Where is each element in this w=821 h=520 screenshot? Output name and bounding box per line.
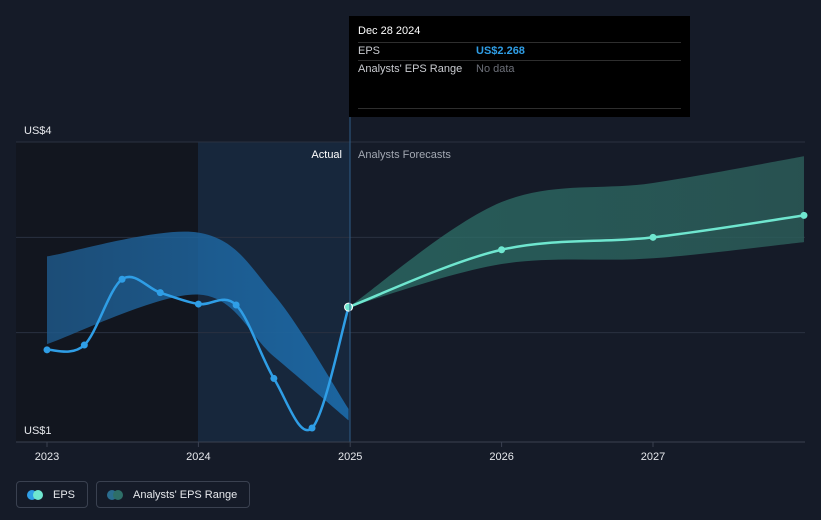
x-tick-label-0: 2023 [35, 451, 59, 463]
series-0-point-0 [43, 346, 51, 354]
hover-tooltip: Dec 28 2024 EPS US$2.268 Analysts' EPS R… [349, 16, 690, 117]
tooltip-eps-key: EPS [358, 45, 381, 57]
legend-item-eps-range[interactable]: Analysts' EPS Range [96, 481, 251, 508]
legend-eps-range-label: Analysts' EPS Range [133, 488, 238, 501]
series-0-point-7 [308, 424, 316, 432]
x-tick-label-2: 2025 [338, 451, 362, 463]
eps-legend-icon [27, 489, 45, 500]
tooltip-row-eps: EPS US$2.268 [358, 42, 681, 60]
series-0-point-6 [270, 374, 278, 382]
tooltip-range-value: No data [476, 63, 515, 75]
tooltip-range-key: Analysts' EPS Range [358, 63, 463, 75]
series-1-point-2 [649, 233, 657, 241]
legend-item-eps[interactable]: EPS [16, 481, 89, 508]
series-0-point-4 [194, 300, 202, 308]
series-1-point-3 [800, 211, 808, 219]
tooltip-date: Dec 28 2024 [358, 25, 421, 37]
forecast-region-label: Analysts Forecasts [358, 149, 451, 161]
actual-region-label: Actual [311, 149, 342, 161]
x-tick-label-1: 2024 [186, 451, 210, 463]
series-0-point-2 [118, 275, 126, 283]
series-0-point-3 [156, 289, 164, 297]
tooltip-eps-value: US$2.268 [476, 45, 525, 57]
tooltip-row-range: Analysts' EPS Range No data [358, 60, 681, 78]
series-0-point-1 [80, 341, 88, 349]
tooltip-divider [358, 108, 681, 109]
forecast-eps-range-band [348, 156, 804, 308]
series-1-point-1 [498, 246, 506, 254]
eps-range-legend-icon [107, 489, 125, 500]
series-0-point-8 [344, 302, 354, 312]
chart-legend: EPS Analysts' EPS Range [16, 481, 251, 508]
x-tick-label-4: 2027 [641, 451, 665, 463]
x-tick-label-3: 2026 [489, 451, 513, 463]
y-axis-min-label: US$1 [24, 425, 52, 437]
y-axis-max-label: US$4 [24, 125, 52, 137]
series-line-1 [348, 214, 805, 309]
series-0-point-5 [232, 301, 240, 309]
legend-eps-label: EPS [53, 488, 76, 501]
